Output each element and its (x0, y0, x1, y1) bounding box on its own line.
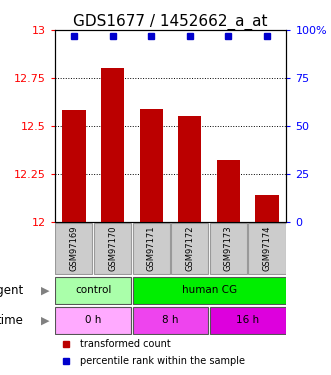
Bar (171, 223, 208, 274)
Text: agent: agent (0, 284, 23, 297)
Title: GDS1677 / 1452662_a_at: GDS1677 / 1452662_a_at (73, 14, 268, 30)
Text: 16 h: 16 h (236, 315, 259, 326)
Text: 8 h: 8 h (162, 315, 179, 326)
Bar (101, 68, 124, 222)
Text: GSM97170: GSM97170 (108, 226, 117, 271)
Bar (210, 307, 286, 333)
Text: ▶: ▶ (41, 285, 50, 296)
Bar (55, 277, 131, 304)
Text: GSM97169: GSM97169 (70, 226, 78, 271)
Text: ▶: ▶ (41, 315, 50, 326)
Bar (94, 223, 131, 274)
Bar (256, 195, 279, 222)
Text: human CG: human CG (181, 285, 237, 296)
Bar (178, 116, 201, 222)
Bar (133, 223, 170, 274)
Bar (133, 277, 286, 304)
Bar (62, 111, 85, 222)
Text: GSM97171: GSM97171 (147, 226, 156, 271)
Bar (249, 223, 286, 274)
Bar (217, 160, 240, 222)
Bar (133, 307, 208, 333)
Bar (210, 223, 247, 274)
Text: control: control (75, 285, 112, 296)
Text: GSM97174: GSM97174 (262, 226, 271, 271)
Text: percentile rank within the sample: percentile rank within the sample (80, 356, 245, 366)
Bar (55, 223, 92, 274)
Bar (140, 108, 163, 222)
Text: time: time (0, 314, 23, 327)
Bar (55, 307, 131, 333)
Text: GSM97173: GSM97173 (224, 226, 233, 272)
Text: GSM97172: GSM97172 (185, 226, 194, 271)
Text: transformed count: transformed count (80, 339, 171, 349)
Text: 0 h: 0 h (85, 315, 101, 326)
